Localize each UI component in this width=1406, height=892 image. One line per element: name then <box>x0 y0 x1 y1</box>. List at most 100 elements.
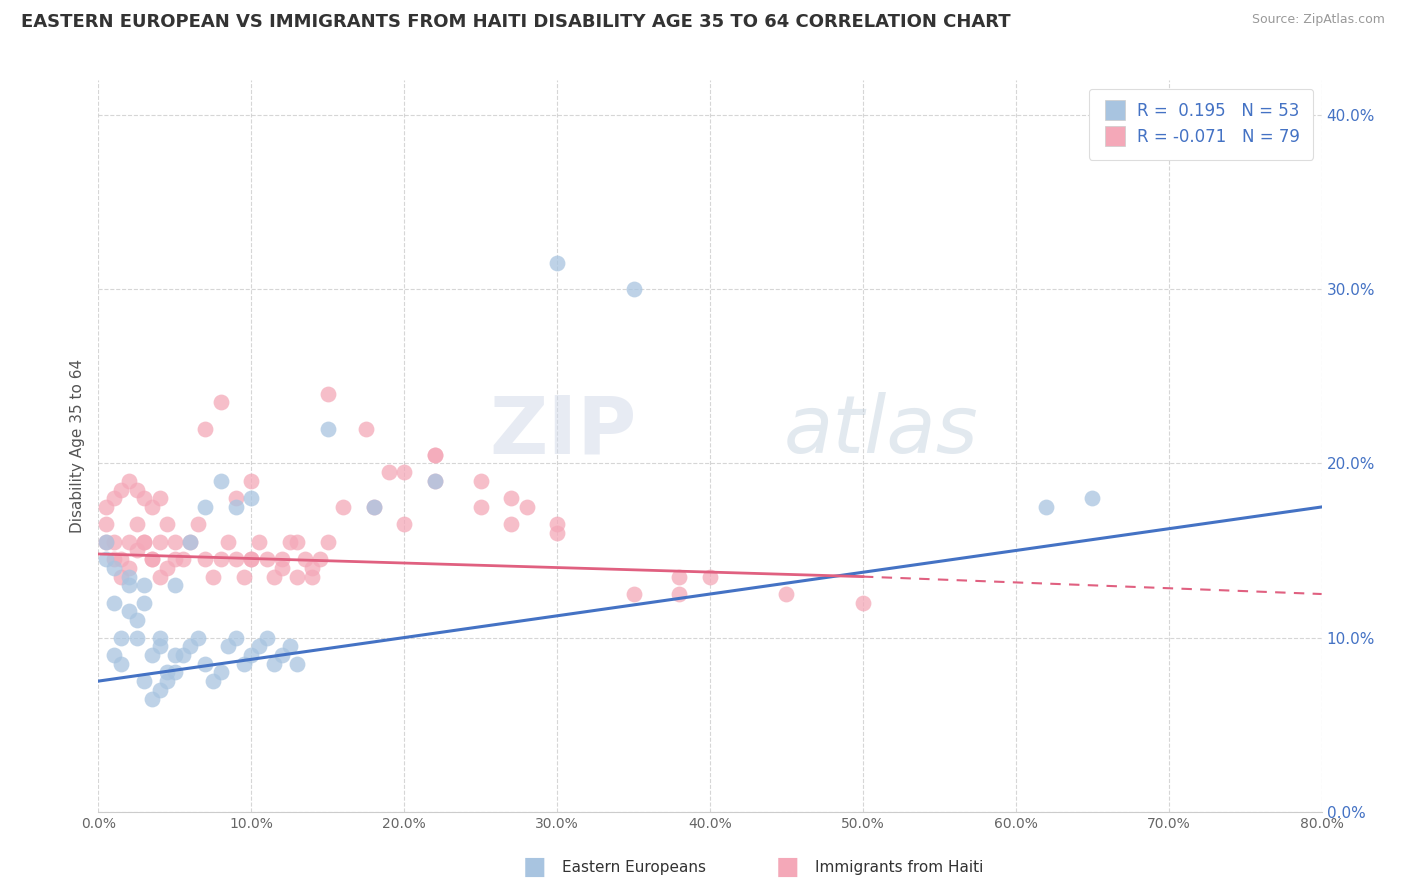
Point <box>103 596 125 610</box>
Point <box>332 500 354 514</box>
Point <box>110 657 132 671</box>
Point <box>172 552 194 566</box>
Point <box>285 657 308 671</box>
Point <box>156 665 179 680</box>
Point <box>125 483 148 497</box>
Point <box>270 648 292 662</box>
Point <box>134 578 156 592</box>
Point <box>217 640 239 654</box>
Text: Immigrants from Haiti: Immigrants from Haiti <box>815 860 984 874</box>
Point <box>163 648 186 662</box>
Point <box>240 552 263 566</box>
Point <box>209 665 232 680</box>
Point <box>309 552 332 566</box>
Text: atlas: atlas <box>783 392 979 470</box>
Point <box>546 526 568 541</box>
Point <box>217 534 239 549</box>
Point <box>256 631 278 645</box>
Point <box>103 561 125 575</box>
Point <box>501 491 523 506</box>
Legend: R =  0.195   N = 53, R = -0.071   N = 79: R = 0.195 N = 53, R = -0.071 N = 79 <box>1088 88 1313 160</box>
Point <box>194 421 217 435</box>
Point <box>423 474 446 488</box>
Point <box>141 648 163 662</box>
Point <box>156 517 179 532</box>
Point <box>501 517 523 532</box>
Point <box>1035 500 1057 514</box>
Point <box>225 552 247 566</box>
Point <box>118 604 141 618</box>
Point <box>149 569 172 583</box>
Point <box>125 517 148 532</box>
Point <box>103 648 125 662</box>
Point <box>134 491 156 506</box>
Point <box>125 631 148 645</box>
Y-axis label: Disability Age 35 to 64: Disability Age 35 to 64 <box>70 359 86 533</box>
Point <box>149 640 172 654</box>
Point <box>163 665 186 680</box>
Point <box>163 534 186 549</box>
Point <box>699 569 721 583</box>
Point <box>110 569 132 583</box>
Point <box>240 552 263 566</box>
Text: EASTERN EUROPEAN VS IMMIGRANTS FROM HAITI DISABILITY AGE 35 TO 64 CORRELATION CH: EASTERN EUROPEAN VS IMMIGRANTS FROM HAIT… <box>21 13 1011 31</box>
Point <box>187 517 209 532</box>
Point <box>94 517 117 532</box>
Text: ■: ■ <box>523 855 546 879</box>
Point <box>225 631 247 645</box>
Point <box>240 648 263 662</box>
Point <box>134 534 156 549</box>
Point <box>225 500 247 514</box>
Point <box>470 474 492 488</box>
Point <box>118 569 141 583</box>
Point <box>225 491 247 506</box>
Text: Source: ZipAtlas.com: Source: ZipAtlas.com <box>1251 13 1385 27</box>
Point <box>94 534 117 549</box>
Point <box>134 534 156 549</box>
Point <box>301 561 323 575</box>
Point <box>172 648 194 662</box>
Point <box>194 552 217 566</box>
Point <box>354 421 377 435</box>
Point <box>247 534 270 549</box>
Point <box>392 465 416 479</box>
Point <box>134 674 156 689</box>
Point <box>149 631 172 645</box>
Point <box>141 691 163 706</box>
Point <box>149 534 172 549</box>
Point <box>209 395 232 409</box>
Point <box>423 448 446 462</box>
Point <box>134 596 156 610</box>
Point <box>103 491 125 506</box>
Point <box>125 613 148 627</box>
Point <box>194 500 217 514</box>
Point <box>141 500 163 514</box>
Point <box>378 465 401 479</box>
Point <box>263 657 285 671</box>
Text: Eastern Europeans: Eastern Europeans <box>562 860 706 874</box>
Point <box>149 491 172 506</box>
Point <box>103 534 125 549</box>
Point <box>194 657 217 671</box>
Point <box>546 517 568 532</box>
Point <box>179 534 201 549</box>
Point <box>179 534 201 549</box>
Point <box>94 534 117 549</box>
Point <box>247 640 270 654</box>
Point <box>202 674 225 689</box>
Point <box>256 552 278 566</box>
Point <box>316 421 339 435</box>
Point <box>141 552 163 566</box>
Point <box>125 543 148 558</box>
Point <box>118 561 141 575</box>
Point <box>94 552 117 566</box>
Point <box>103 552 125 566</box>
Point <box>209 552 232 566</box>
Point <box>668 569 690 583</box>
Point <box>392 517 416 532</box>
Point <box>263 569 285 583</box>
Point <box>546 256 568 270</box>
Point <box>668 587 690 601</box>
Point <box>316 534 339 549</box>
Point <box>240 474 263 488</box>
